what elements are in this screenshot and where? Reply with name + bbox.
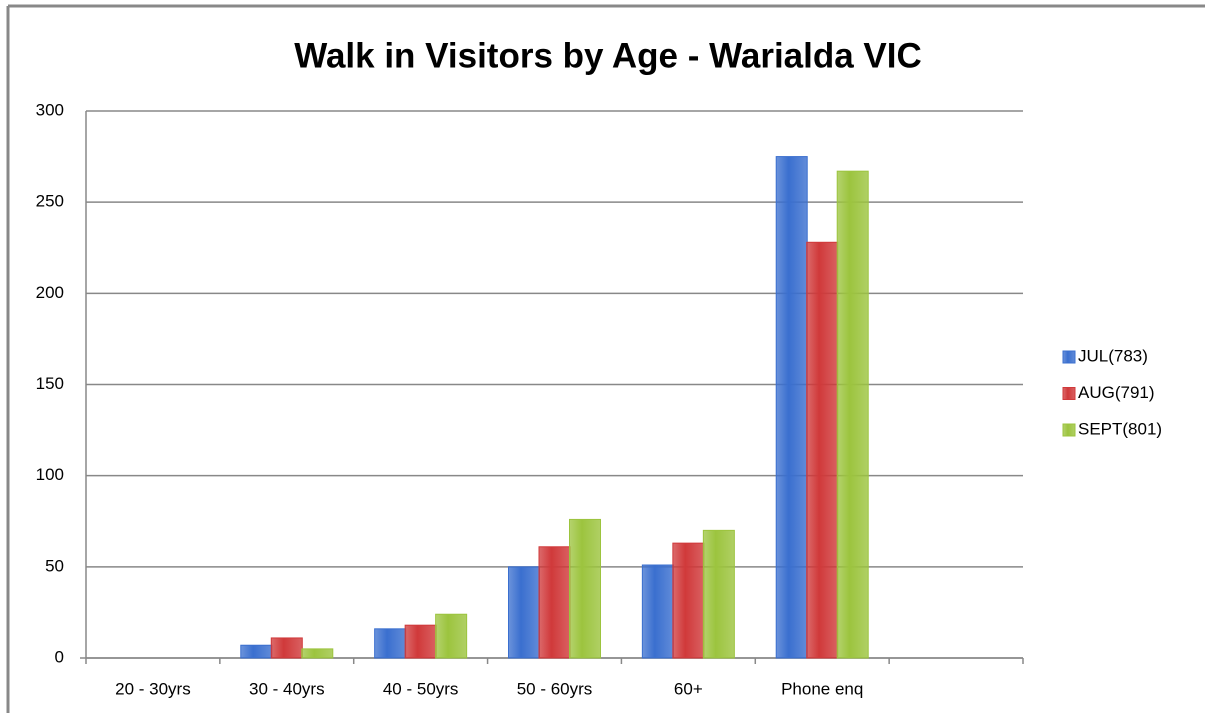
y-tick-label: 200	[36, 283, 64, 302]
x-tick-label: 30 - 40yrs	[249, 679, 325, 698]
bar	[836, 170, 869, 659]
y-tick-label: 300	[36, 100, 64, 119]
y-tick-label: 250	[36, 192, 64, 211]
bar	[672, 542, 705, 659]
bar	[806, 241, 839, 659]
bar	[569, 518, 601, 659]
legend-swatch	[1062, 350, 1076, 364]
bar	[508, 566, 540, 659]
bar	[270, 637, 303, 659]
y-tick-label: 50	[45, 556, 64, 575]
x-tick-label: 20 - 30yrs	[115, 679, 191, 698]
y-tick-label: 150	[36, 374, 64, 393]
x-tick-label: 50 - 60yrs	[517, 679, 593, 698]
legend-swatch	[1062, 387, 1076, 400]
bar	[404, 624, 437, 659]
bar	[435, 613, 468, 659]
y-tick-label: 100	[36, 465, 64, 484]
legend-label: AUG(791)	[1078, 383, 1155, 402]
x-tick-label: Phone enq	[781, 679, 863, 698]
legend-label: JUL(783)	[1078, 346, 1148, 365]
x-tick-label: 40 - 50yrs	[383, 679, 459, 698]
bar	[702, 529, 735, 659]
x-tick-label: 60+	[674, 679, 703, 698]
bar	[240, 644, 273, 659]
legend-label: SEPT(801)	[1078, 419, 1162, 438]
y-tick-label: 0	[55, 647, 64, 666]
legend-swatch	[1062, 423, 1076, 437]
bar	[538, 546, 571, 659]
bar	[301, 648, 334, 659]
chart-title: Walk in Visitors by Age - Warialda VIC	[294, 36, 922, 75]
bar	[641, 564, 674, 659]
bar	[374, 628, 407, 659]
bar	[775, 156, 808, 659]
